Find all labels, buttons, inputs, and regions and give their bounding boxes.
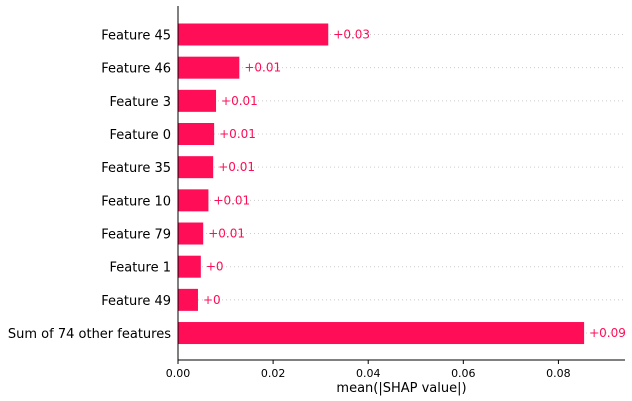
- value-label: +0.01: [218, 160, 255, 174]
- value-label: +0: [203, 293, 221, 307]
- value-label: +0.01: [219, 127, 256, 141]
- category-label: Feature 0: [109, 128, 171, 143]
- category-label: Feature 1: [109, 261, 171, 276]
- category-label: Feature 45: [101, 29, 171, 44]
- bar: [178, 23, 329, 46]
- x-tick-label: 0.00: [166, 367, 191, 380]
- category-label: Feature 3: [109, 95, 171, 110]
- bar: [178, 288, 198, 311]
- x-tick-label: 0.08: [546, 367, 571, 380]
- x-tick-label: 0.04: [356, 367, 381, 380]
- value-label: +0.01: [213, 193, 250, 207]
- category-label: Feature 49: [101, 294, 171, 309]
- category-label: Sum of 74 other features: [8, 327, 171, 342]
- value-label: +0: [206, 260, 224, 274]
- bar: [178, 322, 585, 345]
- axes: [177, 6, 625, 361]
- value-label: +0.01: [208, 227, 245, 241]
- x-axis-title: mean(|SHAP value|): [336, 381, 466, 396]
- bar: [178, 222, 204, 245]
- bar: [178, 156, 214, 179]
- category-label: Feature 79: [101, 228, 171, 243]
- x-tick-label: 0.02: [261, 367, 286, 380]
- grid-lines: [178, 34, 625, 334]
- category-labels: Feature 45 Feature 46 Feature 3 Feature 0 Fe…: [8, 29, 171, 343]
- value-label: +0.01: [221, 94, 258, 108]
- category-label: Feature 35: [101, 161, 171, 176]
- bar: [178, 56, 240, 79]
- value-label: +0.09: [589, 326, 626, 340]
- x-ticks: 0.00 0.02 0.04 0.06 0.08: [166, 360, 571, 380]
- category-label: Feature 46: [101, 62, 171, 77]
- bar: [178, 189, 209, 212]
- bar: [178, 123, 215, 146]
- bar: [178, 255, 201, 278]
- category-label: Feature 10: [101, 194, 171, 209]
- value-label: +0.01: [244, 61, 281, 75]
- bar: [178, 89, 217, 112]
- x-tick-label: 0.06: [451, 367, 476, 380]
- bars: [178, 23, 585, 345]
- value-labels: +0.03 +0.01 +0.01 +0.01 +0.01 +0.01 +0.01 +0 +0 +…: [203, 28, 626, 341]
- value-label: +0.03: [333, 28, 370, 42]
